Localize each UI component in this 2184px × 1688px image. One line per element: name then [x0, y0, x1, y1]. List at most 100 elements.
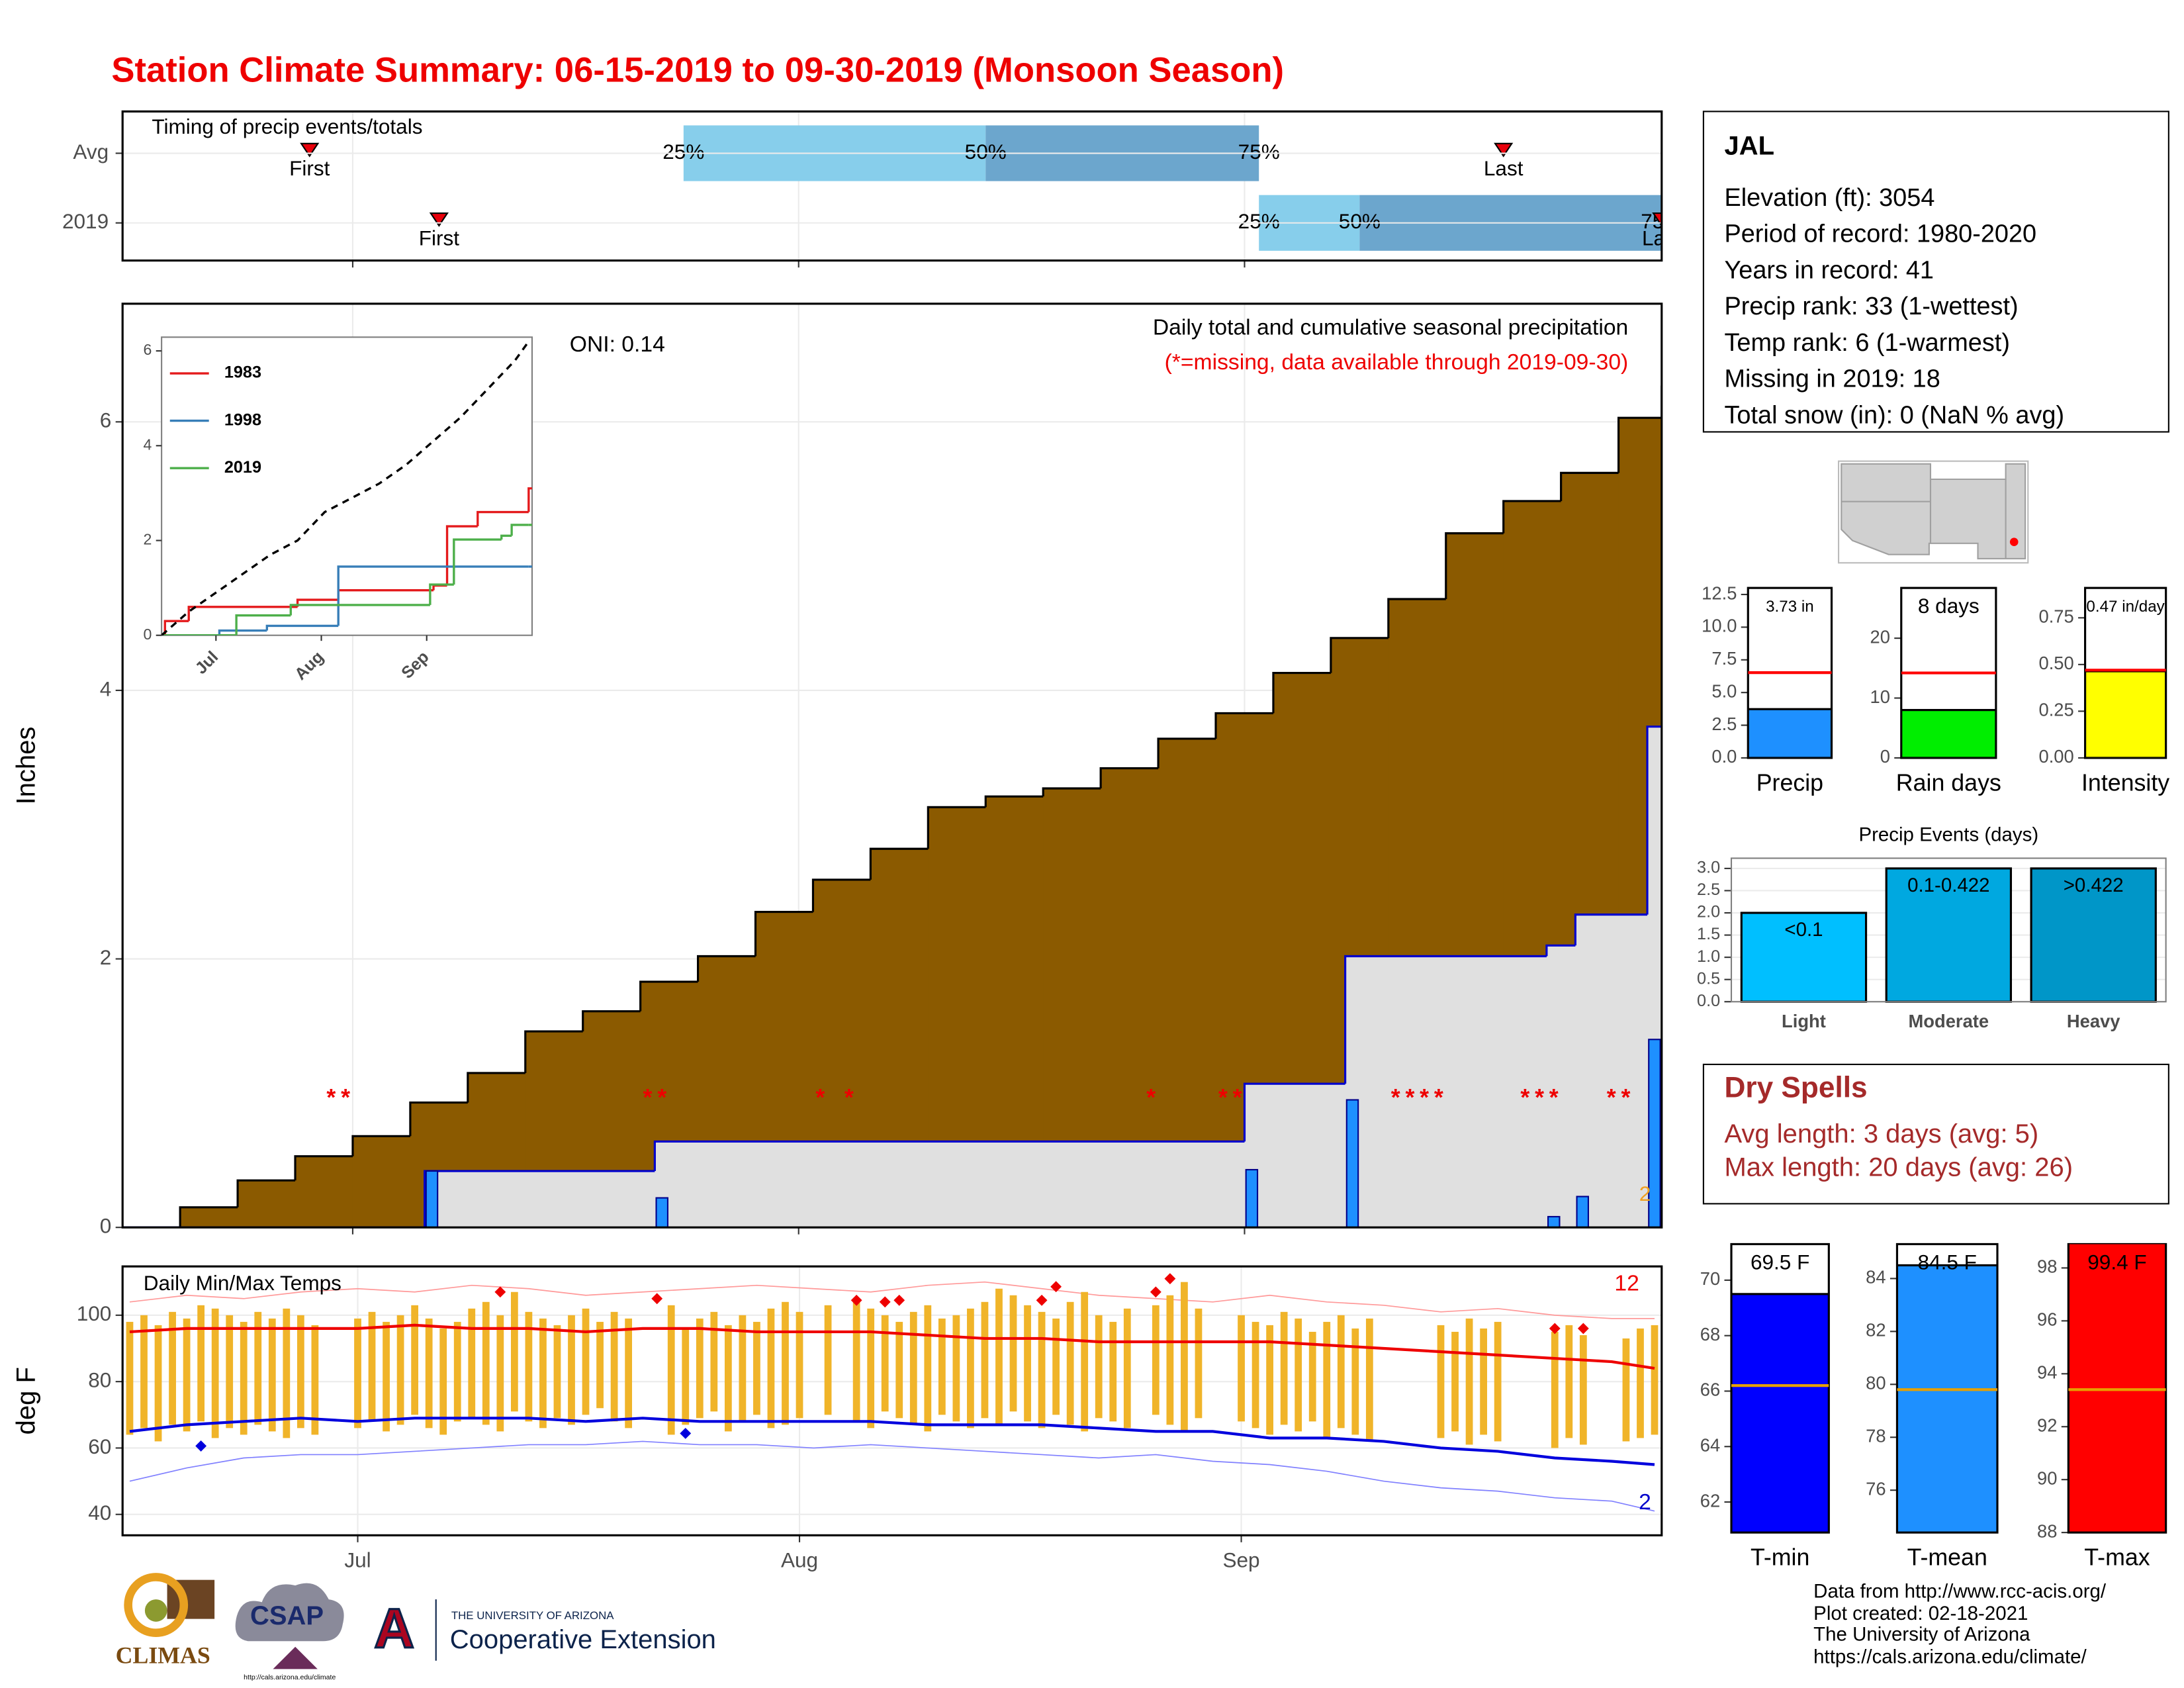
- climas-logo-shape: [124, 1573, 189, 1637]
- y-tick-label: 40: [88, 1501, 111, 1524]
- daily-temp-bar: [1024, 1305, 1031, 1422]
- y-tick-label: 80: [1866, 1373, 1886, 1393]
- daily-temp-bar: [667, 1305, 675, 1435]
- gauge-bar: [1731, 1293, 1829, 1533]
- oni-label: ONI: 0.14: [570, 332, 665, 357]
- info-line: Years in record: 41: [1724, 256, 1934, 284]
- series-step: [500, 534, 512, 540]
- missing-marker: *: [1621, 1084, 1630, 1111]
- series-step: [289, 604, 430, 616]
- y-tick-label: 2: [100, 945, 112, 969]
- ua-unit: Cooperative Extension: [450, 1625, 716, 1654]
- cumulative-step: [1387, 598, 1446, 638]
- series-step: [429, 583, 454, 605]
- cumulative-step: [294, 1155, 353, 1181]
- info-line: Total snow (in): 0 (NaN % avg): [1724, 401, 2064, 429]
- legend-label: 1998: [224, 410, 261, 429]
- daily-temp-bar: [1166, 1295, 1174, 1425]
- daily-temp-bar: [1480, 1328, 1487, 1435]
- gauge-label: T-min: [1751, 1544, 1809, 1571]
- cumulative-step: [1157, 737, 1216, 769]
- cumulative-step: [179, 1206, 238, 1228]
- daily-temp-bar: [724, 1325, 732, 1432]
- cumulative-step: [811, 878, 871, 912]
- cumulative-step: [1502, 500, 1561, 534]
- climas-logo-shape: [144, 1599, 167, 1622]
- y-tick-label: 0.75: [2038, 606, 2073, 627]
- info-line: Precip rank: 33 (1-wettest): [1724, 293, 2018, 320]
- count-label: 2: [1639, 1182, 1651, 1205]
- cumulative-step: [1445, 532, 1504, 600]
- daily-temp-bar: [254, 1311, 262, 1425]
- y-tick-label: 0.0: [1697, 992, 1720, 1010]
- daily-precip-bar: [1547, 1215, 1561, 1228]
- daily-temp-bar: [154, 1325, 162, 1442]
- daily-temp-bar: [197, 1305, 205, 1422]
- gauge-bar: [1748, 708, 1832, 758]
- daily-temp-bar: [796, 1311, 803, 1419]
- y-tick-label: 7.5: [1711, 648, 1737, 669]
- plot-frame: [121, 303, 1663, 1229]
- daily-precip-bar: [1576, 1196, 1589, 1228]
- gauge-label: Rain days: [1896, 769, 2001, 796]
- csap-mountain: [273, 1646, 318, 1669]
- plot-layer: [1748, 671, 1832, 758]
- y-tick-label: 0.50: [2038, 653, 2073, 673]
- plot-layer: * * * * * * * * * * * * * * * * * *: [122, 385, 1662, 1228]
- missing-marker: *: [1434, 1084, 1443, 1111]
- station-name: JAL: [1724, 132, 1774, 161]
- cumulative-step: [409, 1102, 468, 1137]
- gauge-value-label: 3.73 in: [1766, 598, 1814, 616]
- y-tick-label: 3.0: [1697, 859, 1720, 877]
- y-tick-label: 12.5: [1702, 583, 1737, 603]
- footer-line: https://cals.arizona.edu/climate/: [1813, 1646, 2087, 1667]
- record-count: 2: [1639, 1490, 1651, 1515]
- y-tick-label: 6: [144, 341, 152, 358]
- daily-temp-bar: [867, 1308, 875, 1429]
- plot-frame: [121, 1265, 1663, 1536]
- daily-precip-bar: [655, 1197, 668, 1228]
- daily-temp-bar: [1551, 1331, 1559, 1448]
- daily-temp-bar: [895, 1321, 903, 1419]
- missing-marker: *: [815, 1084, 825, 1111]
- daily-temp-bar: [482, 1301, 490, 1425]
- gauge-bar: [1897, 1264, 1997, 1533]
- daily-temp-bar: [211, 1308, 219, 1438]
- plot-layer: [126, 1273, 1659, 1512]
- daily-temp-bar: [1637, 1328, 1644, 1438]
- daily-temp-bar: [1465, 1318, 1473, 1445]
- daily-temp-bar: [525, 1311, 533, 1422]
- daily-temp-bar: [1579, 1335, 1587, 1445]
- cumulative-step: [1545, 944, 1576, 957]
- daily-temp-bar: [411, 1305, 419, 1415]
- cumulative-step: [1560, 471, 1619, 501]
- daily-temp-bar: [852, 1298, 860, 1422]
- y-tick-label: 6: [100, 408, 112, 432]
- y-tick-label: 84: [1866, 1267, 1886, 1288]
- chart-note: (*=missing, data available through 2019-…: [1165, 350, 1629, 375]
- y-tick-label: 76: [1866, 1478, 1886, 1499]
- daily-temp-bar: [782, 1301, 789, 1425]
- daily-temp-bar: [354, 1318, 361, 1429]
- y-tick-label: 10: [1870, 686, 1889, 707]
- y-tick-label: 70: [1700, 1268, 1720, 1289]
- cumulative-area: [1244, 1084, 1346, 1228]
- y-tick-label: 88: [2037, 1521, 2057, 1541]
- cumulative-step: [754, 911, 813, 957]
- y-tick-label: 68: [1700, 1324, 1720, 1344]
- series-step: [477, 510, 529, 527]
- daily-temp-bar: [753, 1321, 760, 1415]
- info-line: Missing in 2019: 18: [1724, 365, 1940, 393]
- legend-label: 2019: [224, 458, 261, 477]
- gauge-bar: [2085, 670, 2166, 758]
- daily-temp-bar: [682, 1328, 690, 1425]
- gauge-label: T-mean: [1907, 1544, 1987, 1571]
- footer-line: The University of Arizona: [1813, 1624, 2030, 1646]
- plot-frame: [1730, 857, 2167, 1003]
- csap-logo-text: CSAP: [250, 1601, 324, 1630]
- legend-label: 1983: [224, 363, 261, 382]
- missing-marker: *: [657, 1084, 666, 1111]
- daily-precip-bar: [425, 1170, 439, 1228]
- quartile-label: 50%: [1339, 209, 1381, 233]
- page-title: Station Climate Summary: 06-15-2019 to 0…: [111, 50, 1284, 89]
